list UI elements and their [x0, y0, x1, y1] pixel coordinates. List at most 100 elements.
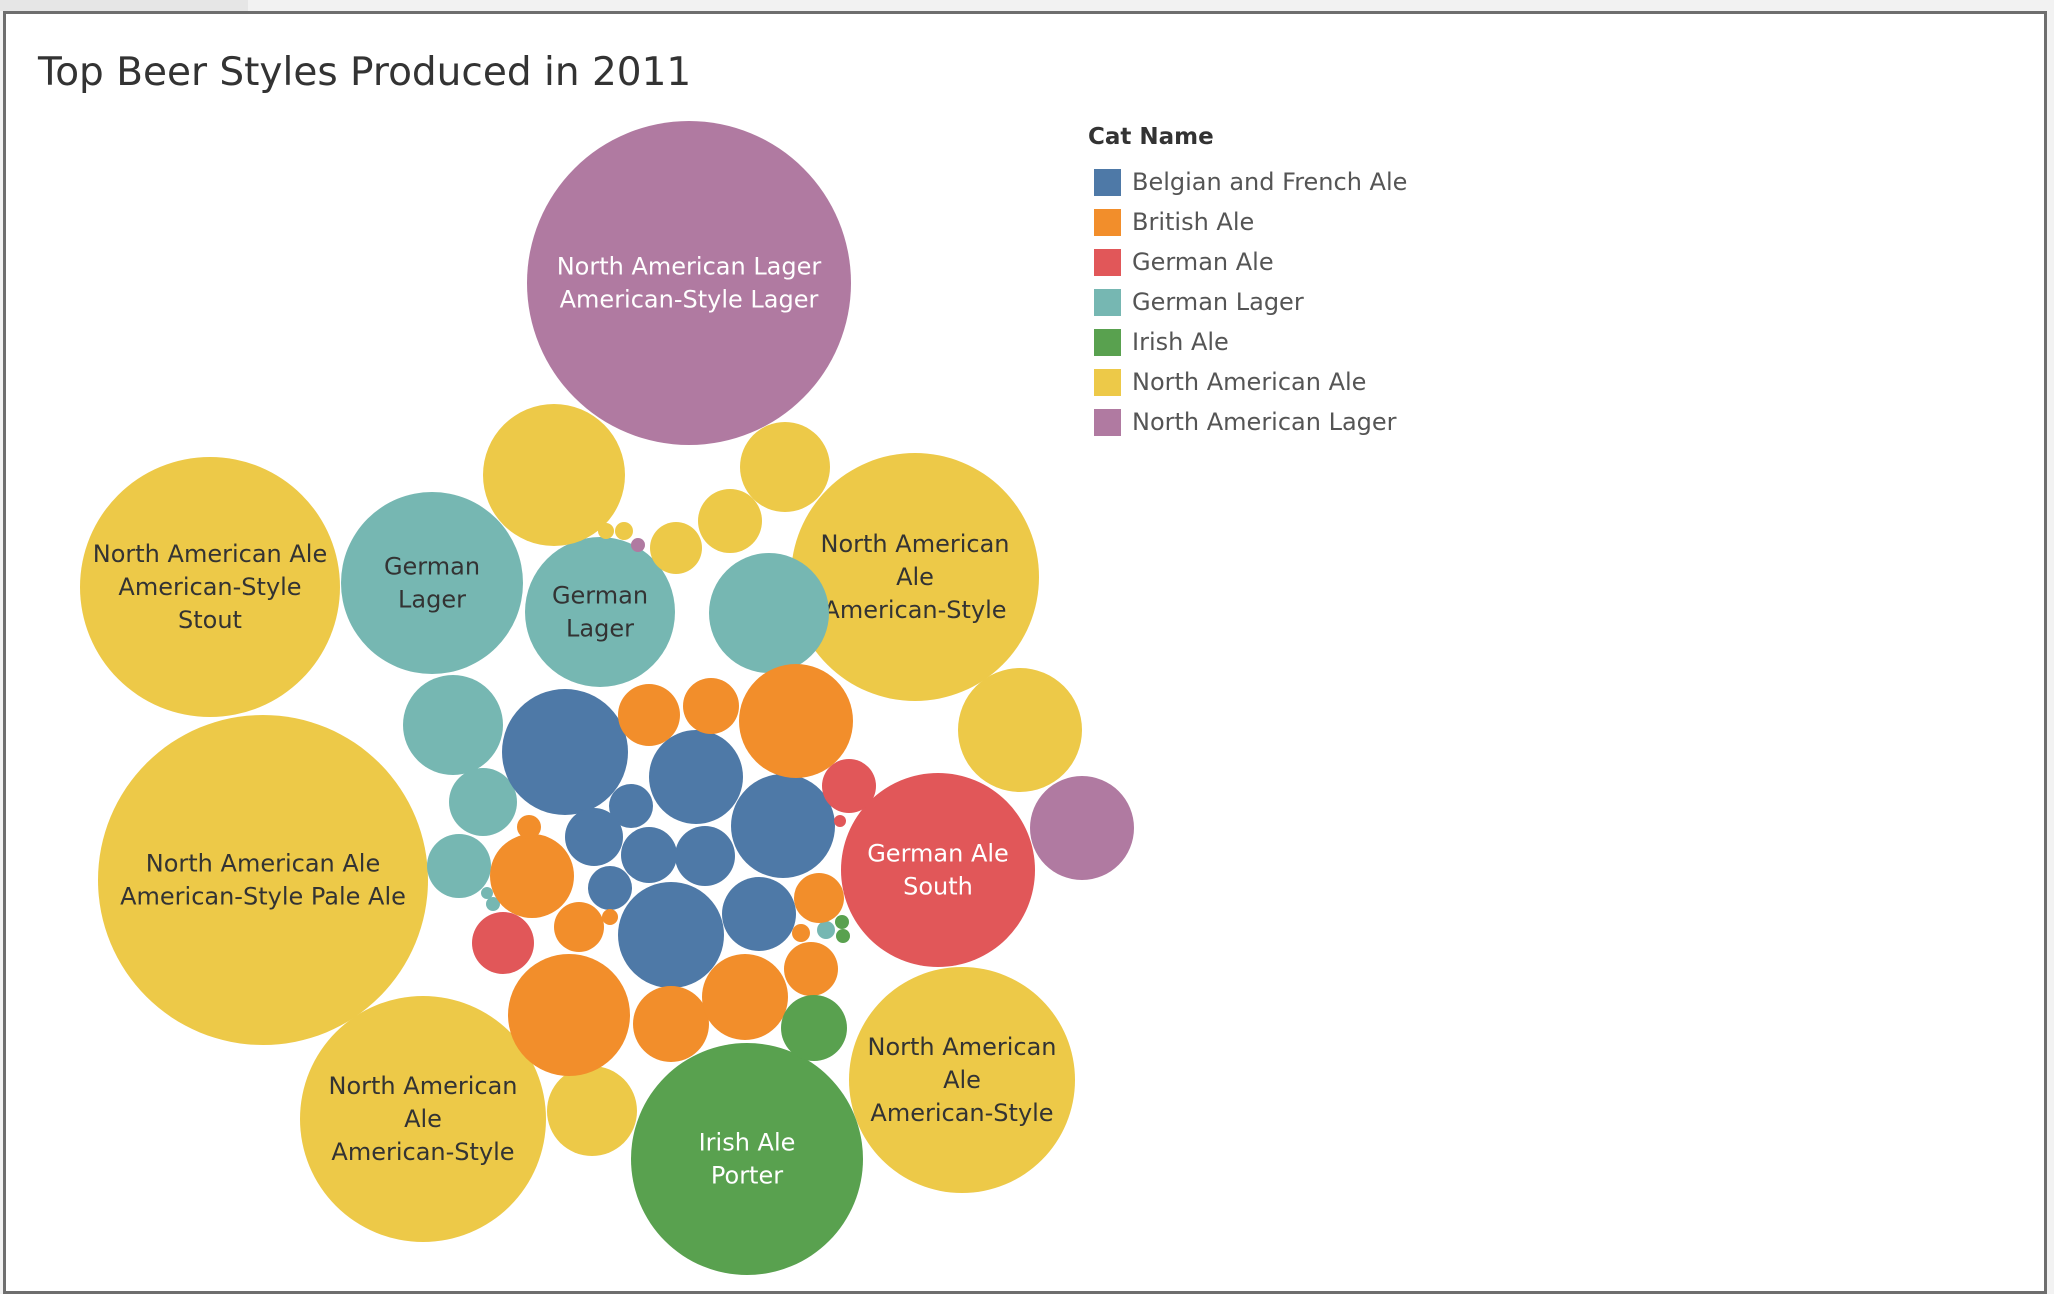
bubble-circle[interactable] — [631, 1043, 863, 1275]
bubble[interactable] — [609, 784, 653, 828]
bubble-circle[interactable] — [633, 986, 709, 1062]
bubble[interactable] — [427, 834, 491, 898]
bubble-circle[interactable] — [525, 537, 675, 687]
bubble[interactable]: German Lager — [525, 537, 675, 687]
legend-item[interactable]: Belgian and French Ale — [1088, 162, 1407, 202]
bubble-circle[interactable] — [588, 866, 632, 910]
bubble-circle[interactable] — [791, 453, 1039, 701]
bubble-circle[interactable] — [98, 715, 428, 1045]
bubble[interactable] — [794, 873, 844, 923]
legend-item[interactable]: North American Ale — [1088, 362, 1407, 402]
bubble[interactable]: North American Ale American-Style — [300, 996, 546, 1242]
bubble[interactable] — [598, 523, 614, 539]
bubble[interactable] — [698, 489, 762, 553]
bubble-circle[interactable] — [731, 774, 835, 878]
bubble-circle[interactable] — [403, 675, 503, 775]
bubble[interactable] — [483, 404, 625, 546]
bubble-circle[interactable] — [502, 689, 628, 815]
bubble[interactable] — [621, 827, 677, 883]
bubble-circle[interactable] — [836, 929, 850, 943]
bubble[interactable] — [565, 808, 623, 866]
bubble-circle[interactable] — [598, 523, 614, 539]
bubble-circle[interactable] — [792, 924, 810, 942]
bubble[interactable] — [781, 995, 847, 1061]
bubble-circle[interactable] — [341, 492, 523, 674]
bubble-circle[interactable] — [615, 522, 633, 540]
bubble-circle[interactable] — [483, 404, 625, 546]
bubble[interactable] — [817, 921, 835, 939]
bubble[interactable] — [449, 768, 517, 836]
bubble-circle[interactable] — [841, 773, 1035, 967]
bubble[interactable]: North American Ale American-Style — [791, 453, 1039, 701]
bubble-circle[interactable] — [547, 1066, 637, 1156]
bubble[interactable] — [683, 678, 739, 734]
bubble[interactable] — [675, 826, 735, 886]
bubble[interactable] — [958, 668, 1082, 792]
bubble[interactable]: North American Ale American-Style Pale Al… — [98, 715, 428, 1045]
bubble[interactable] — [739, 664, 853, 778]
bubble-circle[interactable] — [527, 121, 851, 445]
bubble-circle[interactable] — [740, 422, 830, 512]
bubble[interactable] — [618, 684, 680, 746]
legend-item[interactable]: North American Lager — [1088, 402, 1407, 442]
bubble-circle[interactable] — [300, 996, 546, 1242]
bubble-circle[interactable] — [508, 954, 630, 1076]
bubble-circle[interactable] — [486, 897, 500, 911]
legend-item[interactable]: German Lager — [1088, 282, 1407, 322]
bubble[interactable] — [547, 1066, 637, 1156]
bubble-circle[interactable] — [835, 915, 849, 929]
bubble-circle[interactable] — [618, 684, 680, 746]
legend-item[interactable]: Irish Ale — [1088, 322, 1407, 362]
bubble-circle[interactable] — [490, 834, 574, 918]
bubble-circle[interactable] — [649, 730, 743, 824]
bubble-circle[interactable] — [621, 827, 677, 883]
bubble-circle[interactable] — [822, 759, 876, 813]
bubble-circle[interactable] — [958, 668, 1082, 792]
bubble-circle[interactable] — [683, 678, 739, 734]
bubble[interactable] — [722, 877, 796, 951]
bubble-circle[interactable] — [739, 664, 853, 778]
bubble[interactable]: North American Ale American-Style — [849, 967, 1075, 1193]
bubble-circle[interactable] — [794, 873, 844, 923]
bubble[interactable] — [486, 897, 500, 911]
bubble-circle[interactable] — [849, 967, 1075, 1193]
bubble[interactable] — [633, 986, 709, 1062]
bubble-circle[interactable] — [722, 877, 796, 951]
bubble[interactable] — [472, 912, 534, 974]
bubble-circle[interactable] — [834, 815, 846, 827]
bubble-circle[interactable] — [631, 538, 645, 552]
bubble-circle[interactable] — [618, 882, 724, 988]
bubble[interactable] — [615, 522, 633, 540]
bubble[interactable] — [1030, 776, 1134, 880]
bubble-circle[interactable] — [702, 954, 788, 1040]
bubble-circle[interactable] — [517, 815, 541, 839]
bubble[interactable] — [508, 954, 630, 1076]
bubble[interactable]: Irish Ale Porter — [631, 1043, 863, 1275]
bubble-circle[interactable] — [609, 784, 653, 828]
bubble-circle[interactable] — [565, 808, 623, 866]
bubble-circle[interactable] — [554, 902, 604, 952]
bubble[interactable] — [834, 815, 846, 827]
bubble-circle[interactable] — [781, 995, 847, 1061]
bubble-circle[interactable] — [427, 834, 491, 898]
bubble[interactable] — [618, 882, 724, 988]
bubble[interactable]: North American Lager American-Style Lager — [527, 121, 851, 445]
bubble-circle[interactable] — [602, 909, 618, 925]
bubble[interactable] — [588, 866, 632, 910]
bubble-circle[interactable] — [481, 887, 493, 899]
bubble-circle[interactable] — [449, 768, 517, 836]
bubble[interactable] — [650, 522, 702, 574]
bubble[interactable] — [835, 915, 849, 929]
bubble[interactable] — [709, 553, 829, 673]
bubble[interactable]: North American Ale American-Style Stout — [80, 457, 340, 717]
bubble[interactable] — [836, 929, 850, 943]
bubble[interactable] — [649, 730, 743, 824]
legend-item[interactable]: British Ale — [1088, 202, 1407, 242]
bubble[interactable] — [481, 887, 493, 899]
bubble-circle[interactable] — [650, 522, 702, 574]
bubble[interactable] — [784, 942, 838, 996]
legend-item[interactable]: German Ale — [1088, 242, 1407, 282]
bubble-circle[interactable] — [1030, 776, 1134, 880]
bubble[interactable]: German Lager — [341, 492, 523, 674]
bubble[interactable] — [517, 815, 541, 839]
